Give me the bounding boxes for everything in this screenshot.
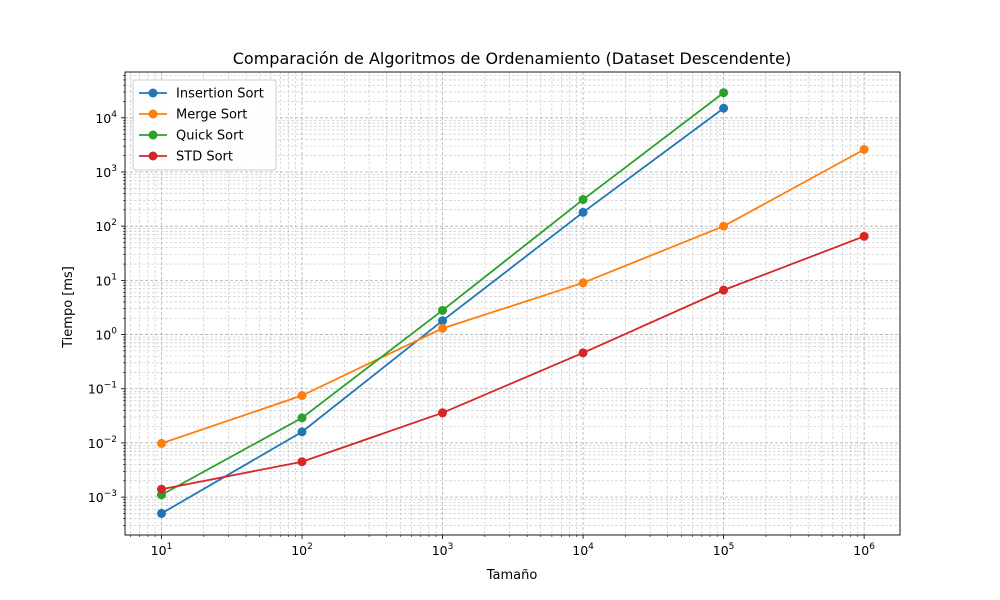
legend-label: Quick Sort	[176, 129, 244, 144]
legend-label: STD Sort	[176, 150, 233, 165]
y-tick-label: 102	[95, 218, 117, 234]
data-point	[859, 144, 869, 154]
data-point	[719, 88, 729, 98]
chart-title: Comparación de Algoritmos de Ordenamient…	[233, 49, 792, 68]
data-point	[719, 285, 729, 295]
legend-item: STD Sort	[139, 150, 233, 165]
y-tick-label: 10−2	[88, 435, 117, 451]
data-point	[438, 305, 448, 315]
data-point	[297, 391, 307, 401]
legend-item: Insertion Sort	[139, 87, 264, 102]
x-tick-label: 104	[572, 542, 594, 558]
x-axis-label: Tamaño	[486, 568, 538, 583]
legend: Insertion Sort Merge Sort Quick Sort STD So…	[132, 79, 277, 171]
legend-label: Insertion Sort	[176, 87, 264, 102]
series-insertion-sort	[156, 103, 729, 518]
axes: 101 102 103 104 105 106 10−3 10−2 10−1 100 101 102 1…	[88, 71, 901, 558]
data-point	[438, 408, 448, 418]
x-tick-label: 103	[432, 542, 454, 558]
legend-swatch-marker	[148, 109, 158, 119]
data-point	[156, 484, 166, 494]
series-line	[161, 148, 865, 445]
grid-lines	[125, 72, 900, 535]
x-tick-label: 105	[713, 542, 735, 558]
legend-label: Merge Sort	[176, 108, 247, 123]
data-point	[859, 231, 869, 241]
data-point	[719, 103, 729, 113]
data-point	[297, 427, 307, 437]
x-tick-label: 106	[853, 542, 875, 558]
y-tick-label: 10−1	[88, 381, 117, 397]
data-point	[438, 316, 448, 326]
data-point	[578, 195, 588, 205]
y-tick-label: 103	[95, 164, 117, 180]
legend-swatch-marker	[148, 130, 158, 140]
x-tick-label: 102	[291, 542, 313, 558]
data-point	[297, 413, 307, 423]
data-point	[578, 278, 588, 288]
legend-box	[132, 79, 277, 171]
x-tick-label: 101	[151, 542, 173, 558]
data-point	[438, 323, 448, 333]
legend-item: Merge Sort	[139, 108, 247, 123]
series-layer	[156, 88, 869, 518]
y-tick-label: 100	[95, 327, 117, 343]
plot-frame	[124, 71, 901, 536]
series-quick-sort	[156, 88, 729, 500]
data-point	[578, 207, 588, 217]
y-tick-label: 10−3	[88, 489, 117, 505]
y-tick-label: 101	[95, 272, 117, 288]
data-point	[156, 508, 166, 518]
data-point	[719, 221, 729, 231]
legend-swatch-marker	[148, 88, 158, 98]
legend-item: Quick Sort	[139, 129, 244, 144]
y-axis-label: Tiempo [ms]	[61, 266, 76, 349]
series-std-sort	[156, 231, 869, 494]
legend-swatch-marker	[148, 151, 158, 161]
data-point	[156, 438, 166, 448]
series-line	[161, 235, 865, 491]
data-point	[297, 457, 307, 467]
data-point	[578, 348, 588, 358]
series-merge-sort	[156, 144, 869, 448]
y-tick-label: 104	[95, 110, 117, 126]
